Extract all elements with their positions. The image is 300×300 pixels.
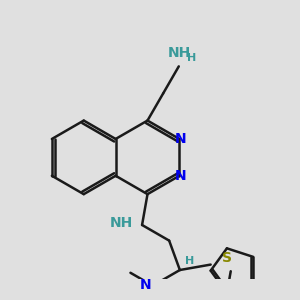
Text: N: N (175, 132, 186, 146)
Text: N: N (139, 278, 151, 292)
Text: H: H (185, 256, 195, 266)
Text: S: S (222, 250, 232, 265)
Text: H: H (187, 53, 196, 63)
Text: N: N (175, 169, 186, 183)
Text: NH: NH (168, 46, 191, 60)
Text: NH: NH (110, 216, 133, 230)
